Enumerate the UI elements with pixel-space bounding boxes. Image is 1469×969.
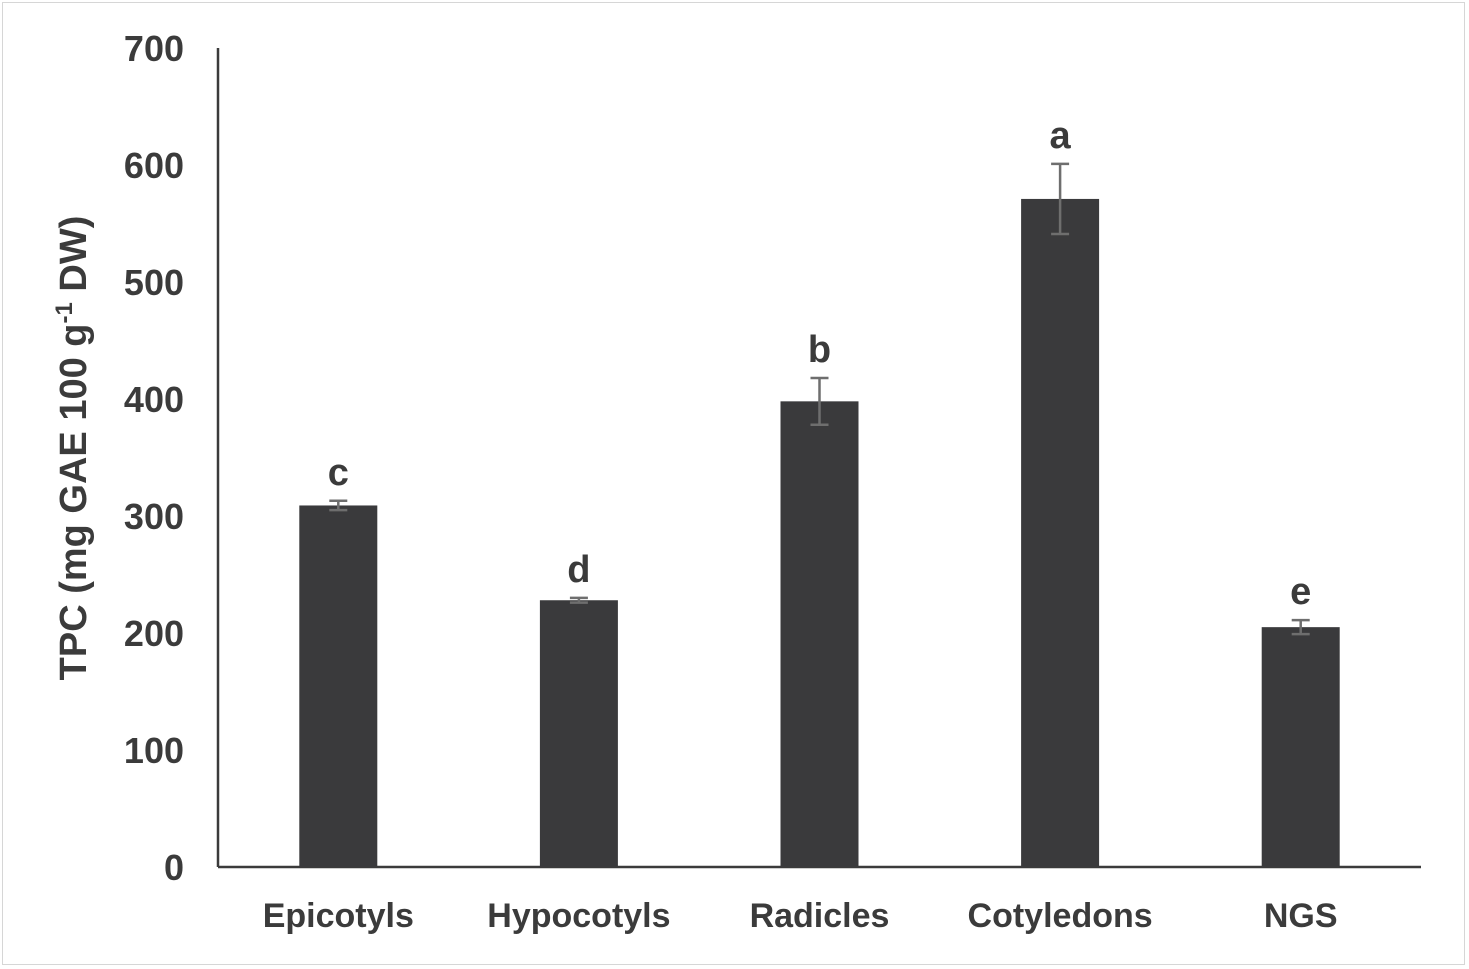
y-tick-label: 0 bbox=[164, 847, 184, 888]
x-category-label: Hypocotyls bbox=[487, 897, 670, 935]
significance-label: b bbox=[808, 329, 831, 371]
bar bbox=[539, 600, 618, 867]
significance-label: a bbox=[1050, 115, 1072, 157]
error-bar bbox=[810, 376, 829, 426]
x-category-label: Cotyledons bbox=[968, 897, 1153, 935]
significance-labels: c d b a e bbox=[328, 115, 1312, 613]
x-category-label: Radicles bbox=[750, 897, 890, 935]
x-category-label: Epicotyls bbox=[263, 897, 414, 935]
bar bbox=[299, 505, 378, 867]
bar bbox=[780, 401, 859, 867]
y-tick-label: 700 bbox=[124, 28, 184, 69]
y-tick-label: 500 bbox=[124, 262, 184, 303]
error-bars bbox=[329, 162, 1310, 636]
error-bar bbox=[1051, 162, 1070, 236]
y-axis-label: TPC (mg GAE 100 g-1 DW) bbox=[51, 216, 95, 681]
y-tick-label: 300 bbox=[124, 496, 184, 537]
bar bbox=[1021, 198, 1100, 867]
error-bar bbox=[1291, 618, 1310, 636]
bars bbox=[299, 198, 1340, 867]
error-bar bbox=[569, 596, 588, 604]
error-bar bbox=[329, 499, 348, 512]
significance-label: e bbox=[1290, 571, 1311, 613]
y-tick-label: 200 bbox=[124, 613, 184, 654]
y-tick-label: 400 bbox=[124, 379, 184, 420]
y-tick-label: 100 bbox=[124, 730, 184, 771]
y-tick-label: 600 bbox=[124, 145, 184, 186]
x-category-labels: Epicotyls Hypocotyls Radicles Cotyledons NGS bbox=[263, 897, 1338, 935]
y-tick-labels: 0 100 200 300 400 500 600 700 bbox=[124, 28, 184, 888]
x-category-label: NGS bbox=[1264, 897, 1338, 935]
significance-label: d bbox=[567, 549, 590, 591]
significance-label: c bbox=[328, 452, 349, 494]
bar bbox=[1261, 627, 1340, 867]
